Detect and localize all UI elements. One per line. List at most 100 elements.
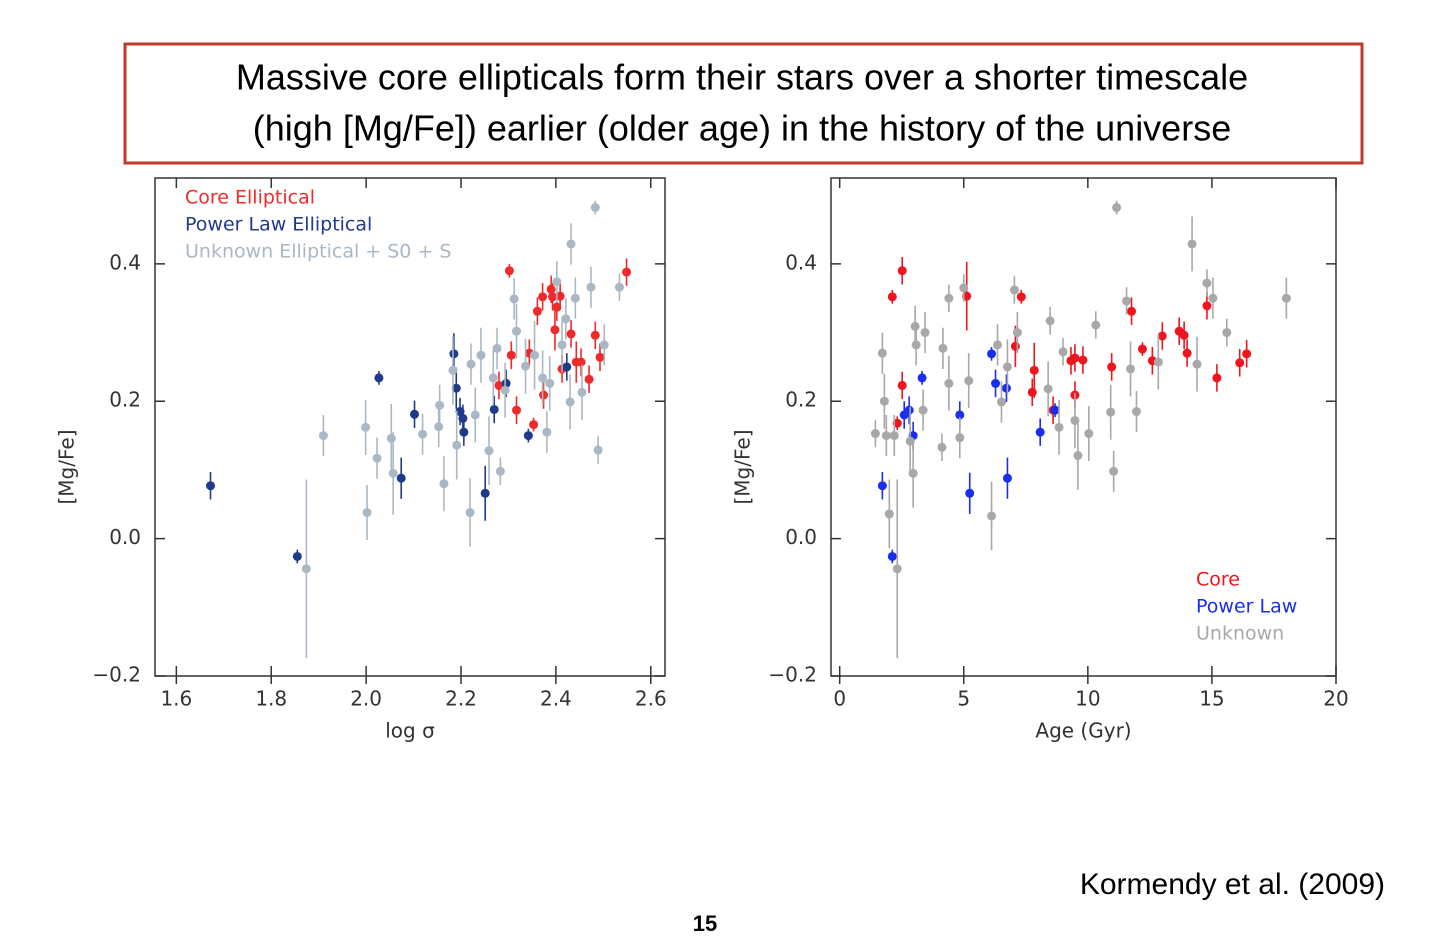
data-point (1001, 383, 1011, 393)
data-point (877, 481, 887, 491)
data-point (889, 431, 899, 441)
title-line: Massive core ellipticals form their star… (236, 57, 1248, 98)
data-point (523, 431, 533, 441)
data-point (495, 466, 505, 476)
data-point (538, 292, 548, 302)
data-point (1010, 341, 1020, 351)
data-point (1112, 203, 1122, 213)
legend-entry: Unknown (1196, 623, 1284, 645)
data-point (292, 551, 302, 561)
data-point (879, 396, 889, 406)
data-point (449, 349, 459, 359)
data-point (470, 410, 480, 420)
data-point (987, 511, 997, 521)
data-point (1054, 422, 1064, 432)
x-tick-label: 5 (957, 687, 970, 711)
data-point (897, 266, 907, 276)
data-point (1078, 355, 1088, 365)
x-tick-label: 0 (833, 687, 846, 711)
data-point (965, 488, 975, 498)
x-tick-label: 20 (1323, 687, 1348, 711)
y-axis-label: [Mg/Fe] (731, 429, 755, 504)
data-point (206, 481, 216, 491)
data-point (944, 378, 954, 388)
data-point (361, 422, 371, 432)
data-point (622, 267, 632, 277)
data-point (1187, 239, 1197, 249)
data-point (917, 373, 927, 383)
data-point (1137, 344, 1147, 354)
data-point (1012, 328, 1022, 338)
data-point (993, 340, 1003, 350)
data-point (539, 390, 549, 400)
data-point (557, 340, 567, 350)
x-axis-label: log σ (385, 719, 435, 743)
data-point (911, 340, 921, 350)
data-point (576, 357, 586, 367)
data-point (908, 468, 918, 478)
data-point (530, 350, 540, 360)
x-tick-label: 2.4 (540, 687, 572, 711)
data-point (955, 410, 965, 420)
data-point (991, 378, 1001, 388)
data-point (1045, 316, 1055, 326)
data-point (614, 282, 624, 292)
data-point (584, 374, 594, 384)
data-point (1212, 373, 1222, 383)
data-point (1106, 407, 1116, 417)
data-point (489, 404, 499, 414)
data-point (937, 442, 947, 452)
data-point (552, 302, 562, 312)
data-point (562, 362, 572, 372)
data-point (459, 427, 469, 437)
data-point (494, 380, 504, 390)
legend-entry: Power Law Elliptical (185, 214, 372, 236)
page-number: 15 (693, 911, 717, 936)
data-point (1281, 293, 1291, 303)
data-point (434, 422, 444, 432)
legend-entry: Core (1196, 569, 1240, 591)
data-point (504, 266, 514, 276)
data-point (458, 413, 468, 423)
data-point (1202, 278, 1212, 288)
data-point (1043, 384, 1053, 394)
data-point (1073, 451, 1083, 461)
legend-entry: Power Law (1196, 596, 1297, 618)
data-point (448, 365, 458, 375)
data-point (1029, 365, 1039, 375)
plot-frame (830, 177, 1337, 677)
charts: −0.2 0.0 0.2 0.4 1.6 1.8 2.0 2.2 2.4 2.6 log σ [Mg/… (55, 177, 1349, 743)
data-point (1235, 358, 1245, 368)
data-point (1202, 301, 1212, 311)
y-tick-label: 0.2 (109, 388, 141, 412)
data-point (1050, 405, 1060, 415)
data-point (959, 283, 969, 293)
data-point (1002, 362, 1012, 372)
data-point (1027, 387, 1037, 397)
data-point (439, 479, 449, 489)
data-point (910, 321, 920, 331)
data-point (1131, 407, 1141, 417)
data-point (318, 431, 328, 441)
data-point (545, 378, 555, 388)
data-point (897, 380, 907, 390)
data-point (1222, 328, 1232, 338)
data-point (451, 383, 461, 393)
data-point (918, 405, 928, 415)
data-point (521, 361, 531, 371)
data-point (418, 429, 428, 439)
data-point (1109, 466, 1119, 476)
data-point (466, 359, 476, 369)
legend-entry: Core Elliptical (185, 187, 315, 209)
data-point (484, 446, 494, 456)
data-point (488, 373, 498, 383)
data-point (480, 488, 490, 498)
data-point (1084, 429, 1094, 439)
data-point (546, 284, 556, 294)
data-point (570, 293, 580, 303)
data-point (512, 405, 522, 415)
data-point (1182, 348, 1192, 358)
data-point (920, 328, 930, 338)
data-point (938, 343, 948, 353)
data-point (550, 325, 560, 335)
